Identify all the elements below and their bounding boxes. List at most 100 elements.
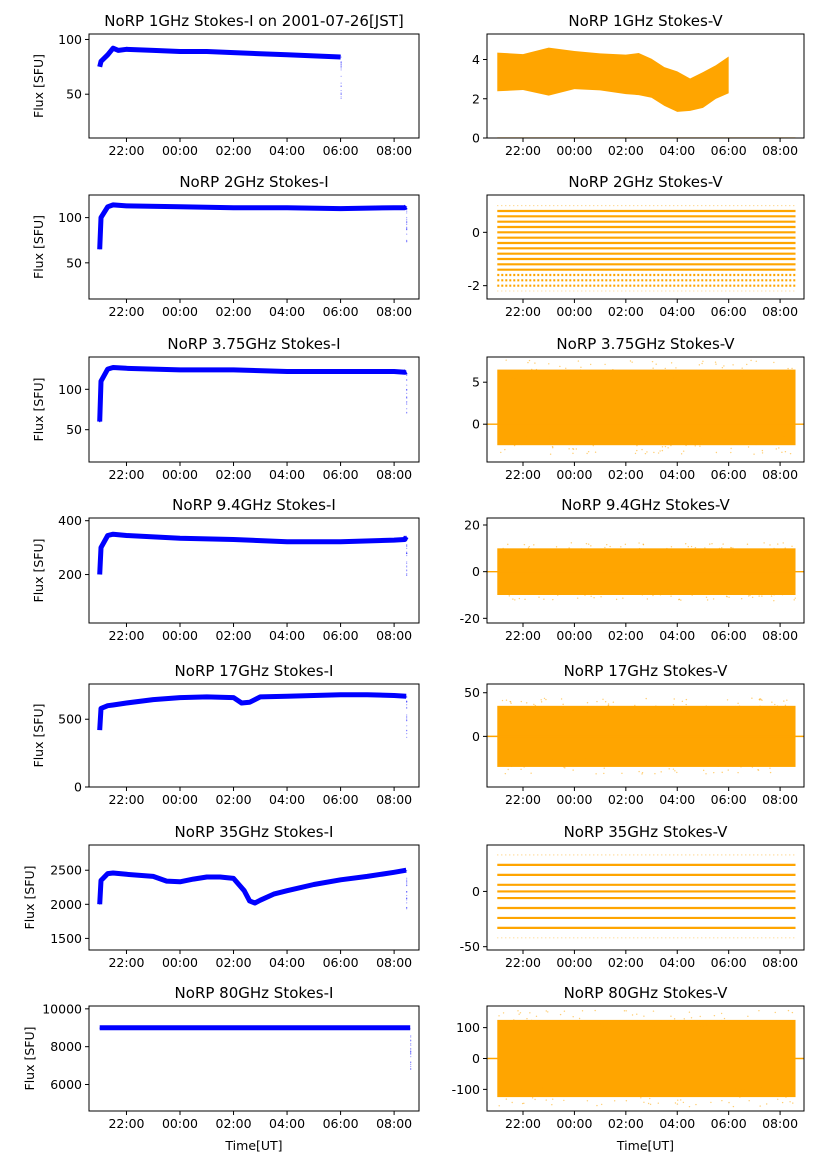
scatter-point xyxy=(552,447,554,449)
scatter-point xyxy=(500,451,502,454)
scatter-point xyxy=(499,591,501,593)
scatter-point xyxy=(664,1087,666,1090)
x-tick-label: 22:00 xyxy=(108,1116,144,1131)
outlier-point xyxy=(340,75,342,77)
x-tick-label: 06:00 xyxy=(323,628,359,643)
outlier-point xyxy=(340,67,342,69)
scatter-point xyxy=(548,363,550,365)
axes-frame xyxy=(486,844,805,951)
plot-area xyxy=(97,365,408,423)
scatter-point xyxy=(559,1013,562,1016)
x-tick-label: 04:00 xyxy=(269,628,305,643)
scatter-point xyxy=(584,593,586,595)
outlier-point xyxy=(406,389,408,391)
scatter-point xyxy=(688,1011,691,1013)
scatter-point xyxy=(622,435,625,437)
x-tick-label: 04:00 xyxy=(269,955,305,970)
scatter-point xyxy=(600,596,602,598)
x-tick-label: 04:00 xyxy=(659,304,695,319)
scatter-point xyxy=(735,1087,738,1089)
scatter-point xyxy=(520,549,523,551)
scatter-point xyxy=(613,1100,616,1102)
scatter-point xyxy=(755,372,758,374)
scatter-point xyxy=(584,443,587,445)
scatter-point xyxy=(623,1010,626,1012)
scatter-point xyxy=(555,546,558,548)
scatter-point xyxy=(761,1087,763,1089)
scatter-point xyxy=(673,1018,676,1020)
scatter-point xyxy=(746,543,749,545)
scatter-point xyxy=(586,452,588,455)
outlier-point xyxy=(406,373,408,375)
outlier-point xyxy=(406,396,408,399)
outlier-point xyxy=(340,64,342,66)
scatter-point xyxy=(728,596,730,598)
scatter-point xyxy=(653,375,655,377)
scatter-point xyxy=(740,766,742,768)
y-tick-label: 50 xyxy=(66,87,82,102)
scatter-point xyxy=(664,592,666,594)
scatter-point xyxy=(702,1026,705,1028)
scatter-point xyxy=(538,596,540,598)
scatter-point xyxy=(508,591,510,593)
scatter-point xyxy=(536,376,538,379)
scatter-point xyxy=(718,547,721,550)
x-tick-label: 08:00 xyxy=(762,143,798,158)
scatter-point xyxy=(784,547,786,549)
scatter-point xyxy=(636,444,638,447)
scatter-point xyxy=(594,451,597,453)
scatter-point xyxy=(559,365,561,368)
outlier-point xyxy=(406,241,408,243)
scatter-point xyxy=(656,590,658,592)
scatter-point xyxy=(724,1092,727,1095)
y-tick-label: 50 xyxy=(66,255,82,270)
outlier-point xyxy=(410,1043,412,1045)
scatter-point xyxy=(603,772,605,775)
scatter-point xyxy=(596,759,599,761)
scatter-point xyxy=(662,591,664,594)
x-tick-label: 00:00 xyxy=(556,628,592,643)
scatter-point xyxy=(786,699,788,701)
x-tick-label: 08:00 xyxy=(762,792,798,807)
scatter-point xyxy=(572,452,574,455)
scatter-point xyxy=(693,709,695,711)
outlier-point xyxy=(340,92,342,94)
scatter-point xyxy=(712,598,715,600)
scatter-point xyxy=(534,362,536,364)
scatter-point xyxy=(551,707,554,709)
scatter-point xyxy=(655,363,657,365)
scatter-point xyxy=(740,375,742,378)
plot-area xyxy=(97,531,409,577)
chart-title: NoRP 80GHz Stokes-I xyxy=(175,984,334,1002)
x-tick-label: 22:00 xyxy=(505,467,541,482)
outlier-point xyxy=(410,1051,412,1053)
x-tick-label: 02:00 xyxy=(608,467,644,482)
scatter-point xyxy=(554,763,556,766)
scatter-point xyxy=(734,705,736,708)
scatter-point xyxy=(664,367,666,370)
scatter-point xyxy=(764,551,766,553)
outlier-point xyxy=(410,1035,412,1037)
scatter-point xyxy=(712,592,714,595)
scatter-point xyxy=(749,594,751,596)
scatter-point xyxy=(608,705,610,707)
scatter-point xyxy=(535,764,537,766)
plot-area xyxy=(97,867,408,910)
scatter-point xyxy=(762,548,764,551)
scatter-point xyxy=(545,1010,547,1012)
scatter-point xyxy=(680,1099,682,1101)
scatter-point xyxy=(695,1103,697,1106)
scatter-point xyxy=(519,1088,522,1091)
scatter-point xyxy=(674,770,676,772)
series-line xyxy=(97,365,408,422)
scatter-point xyxy=(747,446,750,448)
scatter-point xyxy=(631,591,633,593)
scatter-point xyxy=(687,1028,689,1030)
axes-frame xyxy=(486,517,805,624)
scatter-point xyxy=(526,702,528,704)
scatter-point xyxy=(768,373,771,375)
scatter-point xyxy=(735,1023,737,1025)
chart-title: NoRP 80GHz Stokes-V xyxy=(564,984,729,1002)
scatter-point xyxy=(791,545,793,547)
scatter-point xyxy=(603,1025,605,1027)
